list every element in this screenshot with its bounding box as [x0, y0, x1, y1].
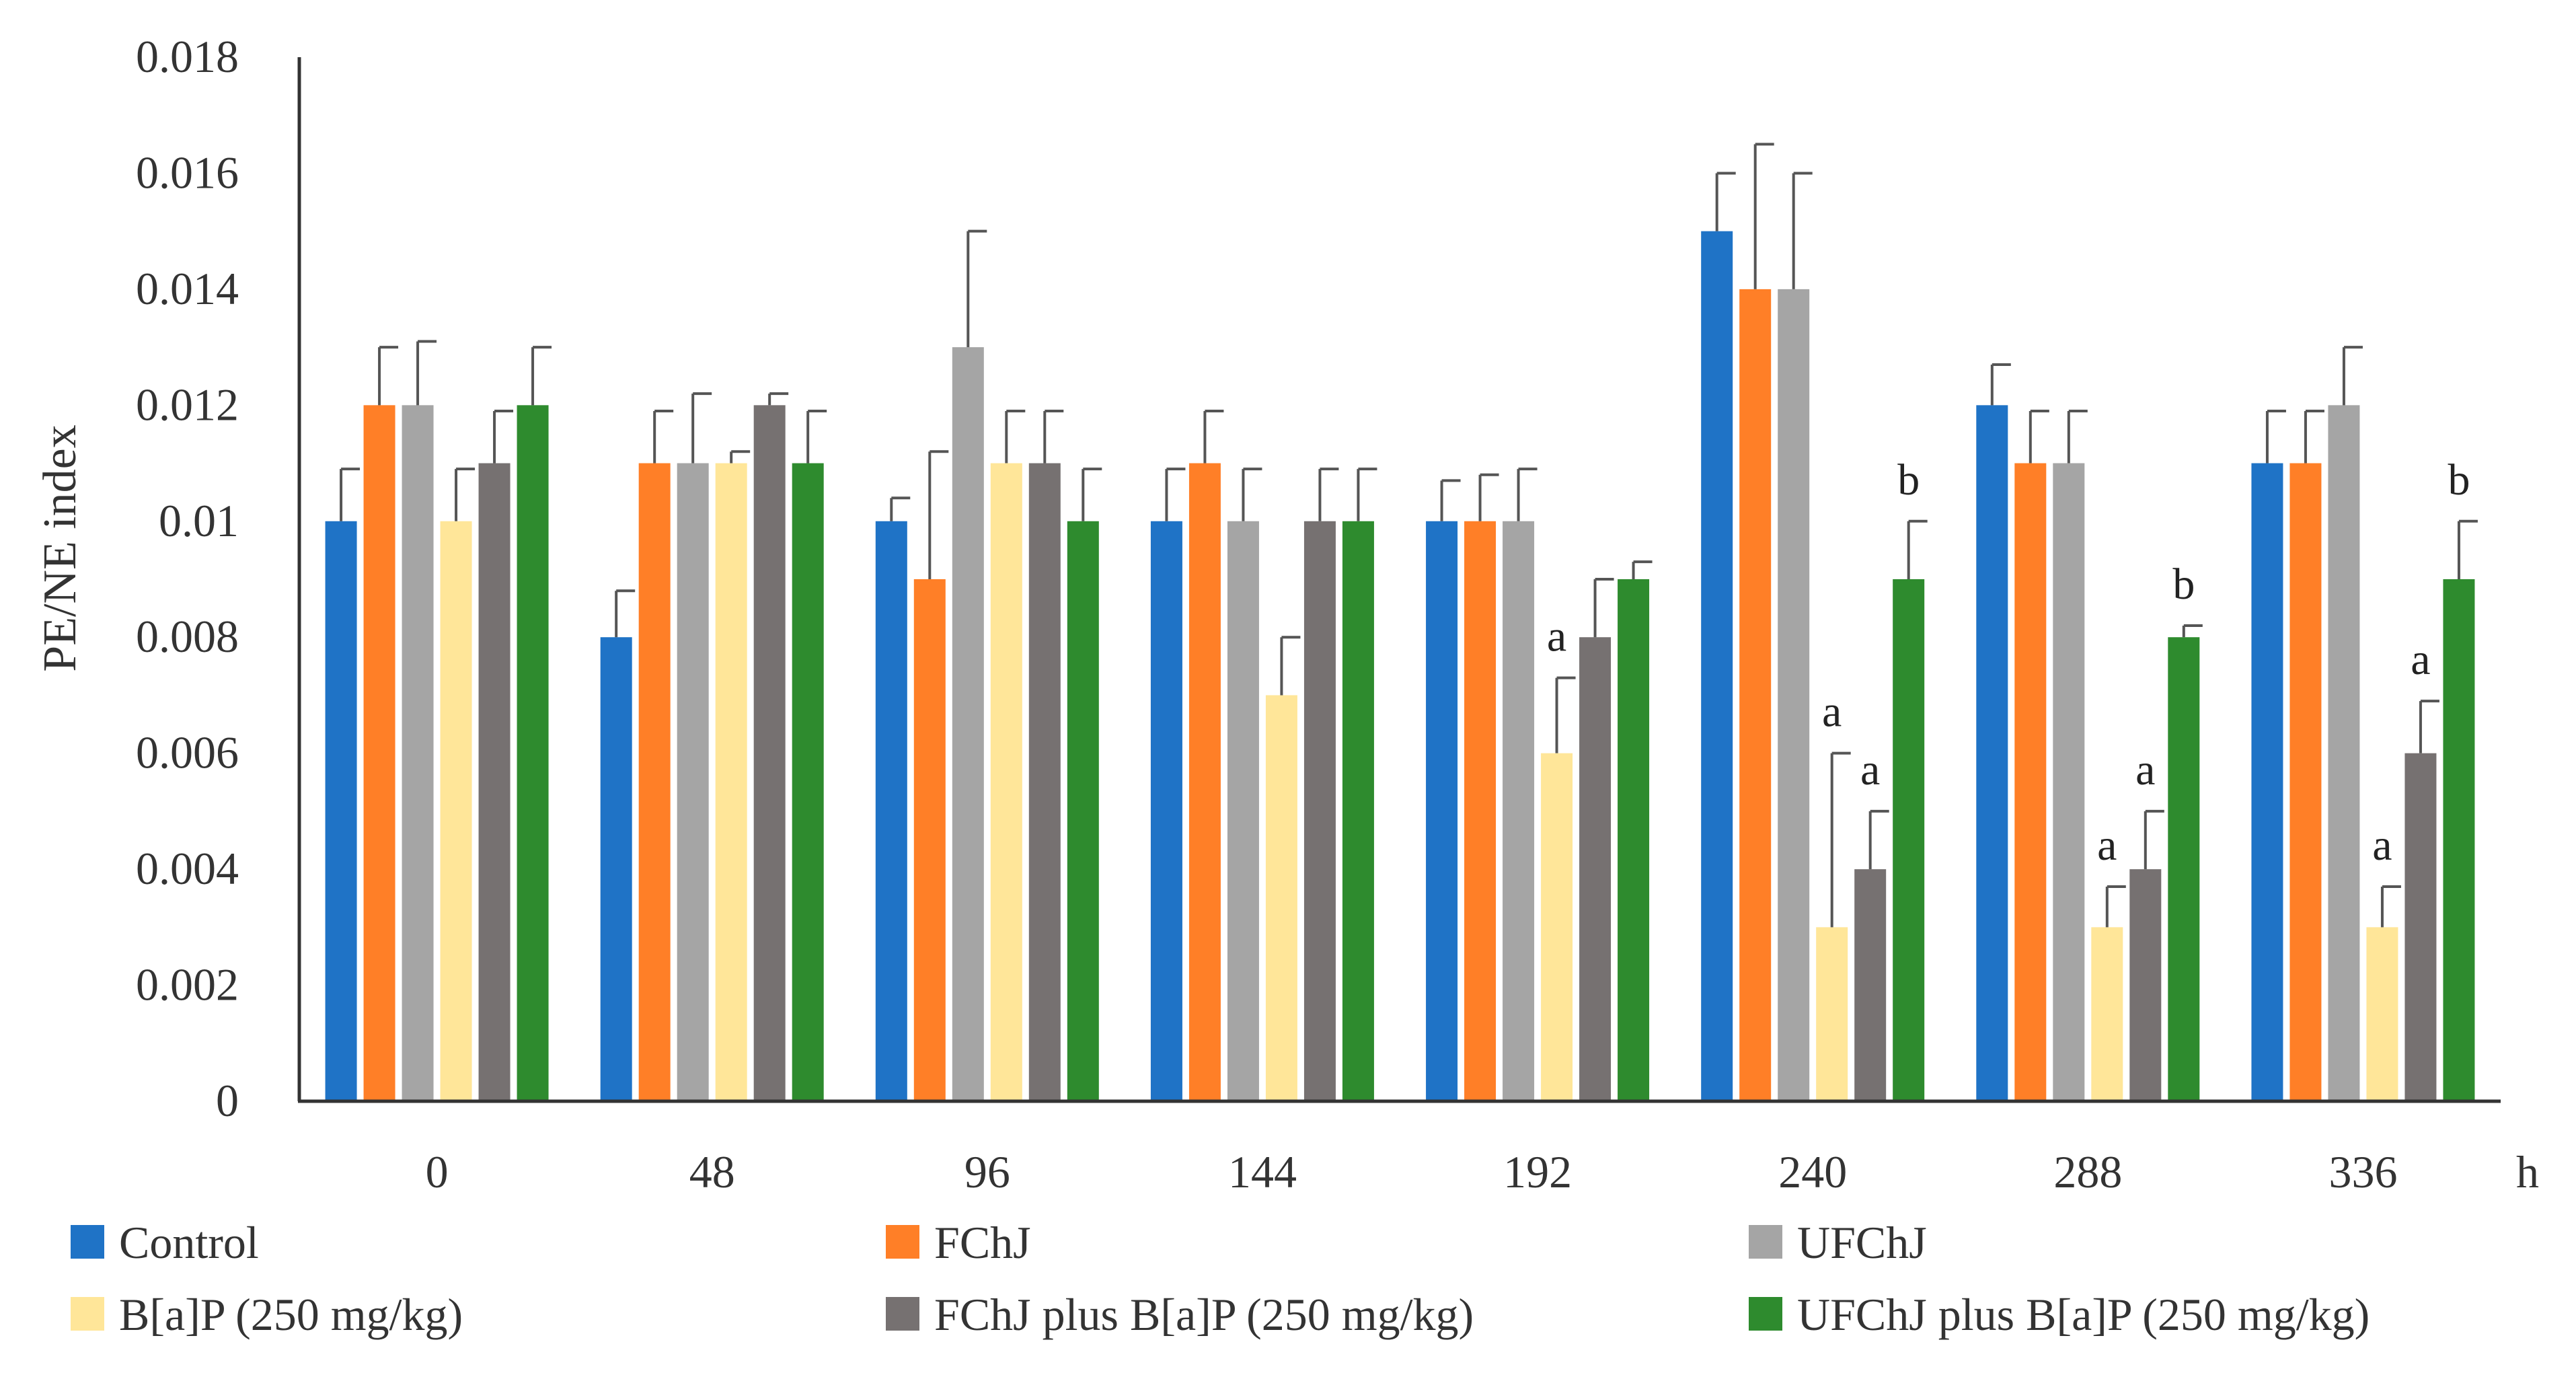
x-tick-label: 48 — [689, 1146, 735, 1197]
y-tick-label: 0.004 — [136, 843, 239, 894]
legend-label: Control — [119, 1217, 259, 1268]
bar — [1342, 521, 1374, 1101]
bar — [913, 579, 946, 1101]
bars — [325, 231, 2475, 1102]
bar — [1227, 521, 1259, 1101]
bar — [1701, 231, 1733, 1102]
x-tick-label: 192 — [1503, 1146, 1572, 1197]
x-axis-unit: h — [2516, 1146, 2539, 1197]
legend-swatch — [886, 1297, 919, 1331]
x-tick-label: 0 — [426, 1146, 449, 1197]
significance-label: a — [1822, 688, 1842, 737]
bar — [517, 405, 549, 1102]
significance-label: b — [2172, 560, 2195, 609]
bar — [952, 347, 984, 1101]
bar — [1503, 521, 1535, 1101]
bar — [1541, 753, 1573, 1101]
error-bars — [340, 143, 2478, 928]
legend-swatch — [1749, 1225, 1782, 1259]
bar — [2129, 869, 2162, 1101]
bar — [2443, 579, 2475, 1101]
bar — [1188, 463, 1221, 1101]
legend-swatch — [886, 1225, 919, 1259]
y-tick-label: 0.016 — [136, 147, 239, 198]
bar — [1265, 695, 1297, 1101]
legend-swatch — [1749, 1297, 1782, 1331]
significance-label: a — [2372, 821, 2392, 870]
legend-label: B[a]P (250 mg/kg) — [119, 1289, 463, 1340]
y-axis-ticks: 0 0.002 0.004 0.006 0.008 0.01 0.012 0.014 0.016… — [136, 31, 239, 1126]
significance-label: a — [2135, 745, 2155, 794]
bar — [2251, 463, 2283, 1101]
y-tick-label: 0.012 — [136, 379, 239, 430]
significance-label: b — [1897, 455, 1920, 505]
legend-label: UFChJ plus B[a]P (250 mg/kg) — [1797, 1289, 2370, 1340]
significance-label: a — [2411, 635, 2430, 684]
bar — [1739, 289, 1772, 1101]
bar — [1303, 521, 1336, 1101]
bar — [638, 463, 671, 1101]
bar — [2091, 927, 2123, 1101]
bar — [2404, 753, 2437, 1101]
bar — [2168, 637, 2200, 1101]
x-tick-label: 144 — [1228, 1146, 1297, 1197]
y-tick-label: 0.008 — [136, 611, 239, 662]
legend-label: UFChJ — [1797, 1217, 1927, 1268]
bar — [1854, 869, 1887, 1101]
y-axis-title: PE/NE index — [34, 424, 86, 671]
y-tick-label: 0.018 — [136, 31, 239, 82]
y-tick-label: 0.006 — [136, 727, 239, 778]
bar — [1618, 579, 1650, 1101]
bar — [753, 405, 786, 1102]
y-tick-label: 0.002 — [136, 959, 239, 1010]
bar — [363, 405, 395, 1102]
significance-label: a — [2097, 821, 2117, 870]
bar — [875, 521, 907, 1101]
legend-swatch — [71, 1225, 104, 1259]
bar — [715, 463, 747, 1101]
x-tick-label: 96 — [964, 1146, 1010, 1197]
bar — [1976, 405, 2008, 1102]
bar — [600, 637, 632, 1101]
legend-swatch — [71, 1297, 104, 1331]
bar — [1464, 521, 1497, 1101]
legend-label: FChJ plus B[a]P (250 mg/kg) — [934, 1289, 1474, 1340]
legend: Control FChJ UFChJ B[a]P (250 mg/kg) FChJ pl… — [71, 1217, 2370, 1340]
bar — [1067, 521, 1099, 1101]
bar — [2328, 405, 2360, 1102]
bar — [2053, 463, 2085, 1101]
x-tick-label: 336 — [2328, 1146, 2397, 1197]
bar — [1778, 289, 1810, 1101]
bar — [990, 463, 1022, 1101]
bar — [440, 521, 472, 1101]
bar — [1150, 521, 1182, 1101]
legend-label: FChJ — [934, 1217, 1031, 1268]
significance-label: a — [1547, 612, 1566, 661]
x-tick-label: 288 — [2053, 1146, 2122, 1197]
bar — [325, 521, 357, 1101]
y-tick-label: 0.01 — [159, 495, 239, 546]
y-tick-label: 0.014 — [136, 263, 239, 314]
bar — [1426, 521, 1458, 1101]
x-axis-ticks: 0 48 96 144 192 240 288 336 — [426, 1146, 2398, 1197]
bar — [478, 463, 510, 1101]
bar — [1816, 927, 1848, 1101]
x-tick-label: 240 — [1778, 1146, 1847, 1197]
bar — [2366, 927, 2398, 1101]
bar — [2289, 463, 2322, 1101]
bar — [1028, 463, 1061, 1101]
significance-label: b — [2448, 455, 2470, 505]
significance-label: a — [1860, 745, 1880, 794]
bar — [677, 463, 709, 1101]
axes: PE/NE index 0 0.002 0.004 0.006 0.008 0.01 0.0… — [34, 31, 2539, 1197]
bar — [792, 463, 824, 1101]
bar — [1893, 579, 1925, 1101]
bar — [2014, 463, 2047, 1101]
bar — [402, 405, 434, 1102]
bar — [1579, 637, 1612, 1101]
y-tick-label: 0 — [216, 1075, 239, 1126]
